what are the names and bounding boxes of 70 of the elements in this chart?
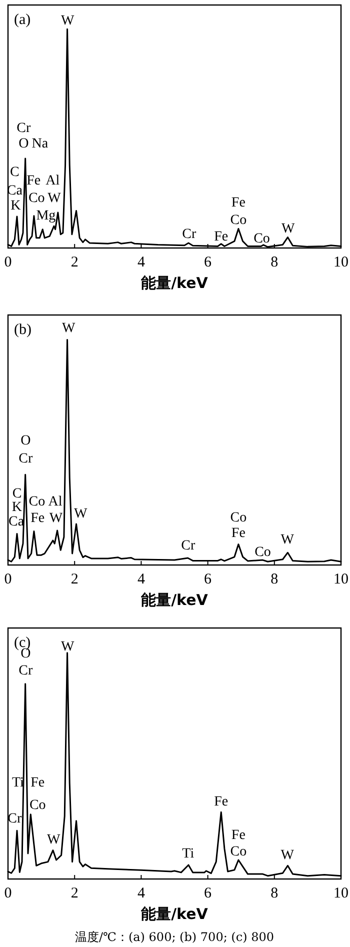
annotation: W: [47, 832, 62, 848]
annotation: O: [20, 434, 31, 449]
annotation: W: [49, 511, 64, 526]
chart-title: (b): [14, 322, 32, 338]
annotation: Mg: [36, 208, 56, 224]
annotation: W: [74, 506, 88, 522]
annotation: Co: [254, 231, 270, 246]
annotation: Cr: [181, 538, 196, 554]
x-tick-label: 10: [334, 572, 348, 588]
x-tick-label: 6: [204, 254, 212, 271]
x-tick-label: 2: [70, 254, 78, 271]
annotation: Cr: [16, 120, 31, 136]
annotation: Co: [230, 510, 247, 526]
annotation: W: [280, 848, 295, 864]
annotation: Al: [48, 494, 62, 510]
x-tick-label: 6: [204, 572, 212, 588]
annotation: K: [10, 198, 21, 214]
x-axis-title: 能量/keV: [141, 274, 208, 292]
annotation: Co: [230, 844, 247, 860]
annotation: W: [48, 191, 62, 206]
annotation: W: [61, 640, 75, 655]
annotation: Ti: [182, 846, 194, 862]
annotation: Fe: [214, 794, 228, 810]
annotation: Cr: [8, 811, 22, 826]
annotation: Cr: [18, 663, 33, 678]
x-tick-label: 8: [270, 886, 278, 902]
x-tick-label: 8: [270, 254, 278, 271]
annotation: Fe: [30, 511, 45, 526]
text: 温度/℃：(a) 600; (b) 700; (c) 800: [75, 930, 274, 944]
annotation: Ti: [12, 775, 24, 790]
x-axis-title: 能量/keV: [141, 591, 208, 609]
x-tick-label: 4: [137, 254, 146, 271]
annotation: Na: [32, 136, 49, 152]
annotation: Al: [46, 174, 60, 189]
x-tick-label: 2: [70, 572, 78, 588]
annotation: Fe: [214, 229, 228, 244]
annotation: Fe: [231, 828, 246, 843]
annotation: Co: [29, 798, 46, 813]
x-tick-label: 0: [4, 254, 12, 271]
annotation: W: [281, 222, 296, 237]
x-tick-label: 8: [270, 572, 278, 588]
x-tick-label: 2: [70, 886, 78, 902]
text: W: [61, 14, 75, 29]
x-tick-label: 4: [137, 572, 146, 588]
x-tick-label: 10: [334, 254, 348, 271]
x-tick-label: 0: [4, 572, 12, 588]
text: W: [62, 320, 76, 336]
annotation: Co: [254, 545, 271, 560]
chart-title: (c): [14, 635, 31, 651]
annotation: Co: [28, 494, 46, 510]
annotation: W: [280, 532, 295, 548]
annotation: C: [10, 164, 20, 180]
annotation: O: [18, 136, 29, 152]
annotation: Cr: [18, 452, 33, 467]
annotation: Ca: [8, 514, 25, 530]
annotation: Fe: [231, 195, 246, 210]
x-tick-label: 0: [4, 886, 12, 902]
annotation: C: [12, 486, 22, 502]
annotation: Co: [28, 191, 45, 206]
x-axis-title: 能量/keV: [141, 905, 208, 923]
annotation: Fe: [231, 526, 246, 542]
annotation: Fe: [26, 174, 41, 189]
annotation: Co: [230, 212, 247, 228]
annotation: Fe: [30, 775, 45, 790]
annotation: K: [12, 500, 22, 515]
annotation: Cr: [182, 226, 196, 242]
x-tick-label: 10: [334, 886, 348, 902]
x-tick-label: 4: [137, 886, 146, 902]
x-tick-label: 6: [204, 886, 212, 902]
chart-title: (a): [14, 12, 31, 28]
